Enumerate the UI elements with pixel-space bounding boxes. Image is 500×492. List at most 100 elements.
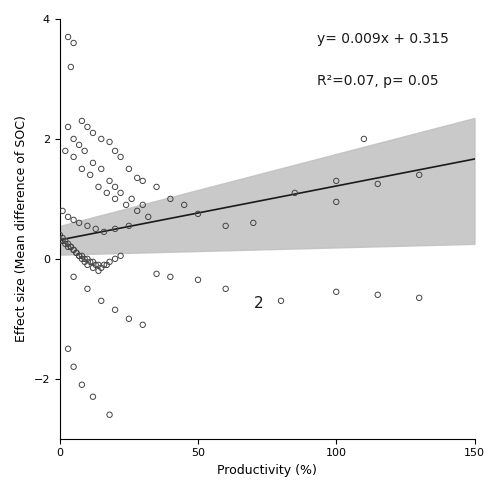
Point xyxy=(291,189,299,197)
Point xyxy=(58,237,66,245)
Point xyxy=(64,33,72,41)
Point xyxy=(89,159,97,167)
Point xyxy=(100,261,108,269)
Point xyxy=(70,135,78,143)
Point xyxy=(374,180,382,188)
Point xyxy=(78,255,86,263)
Point xyxy=(67,243,75,251)
Point xyxy=(332,177,340,185)
Point xyxy=(128,195,136,203)
Point xyxy=(78,252,86,260)
Point xyxy=(106,138,114,146)
Point xyxy=(222,222,230,230)
Point xyxy=(133,207,141,215)
Point xyxy=(62,240,70,248)
Point xyxy=(138,201,146,209)
Point xyxy=(80,255,88,263)
Point xyxy=(64,243,72,251)
X-axis label: Productivity (%): Productivity (%) xyxy=(217,464,317,477)
Point xyxy=(78,165,86,173)
Point xyxy=(64,123,72,131)
Point xyxy=(64,345,72,353)
Point xyxy=(98,297,106,305)
Point xyxy=(89,258,97,266)
Point xyxy=(75,252,83,260)
Y-axis label: Effect size (Mean difference of SOC): Effect size (Mean difference of SOC) xyxy=(15,116,28,342)
Point xyxy=(166,273,174,281)
Point xyxy=(360,135,368,143)
Point xyxy=(116,252,124,260)
Point xyxy=(125,165,133,173)
Point xyxy=(125,315,133,323)
Point xyxy=(75,219,83,227)
Point xyxy=(250,219,258,227)
Point xyxy=(56,231,64,239)
Point xyxy=(89,264,97,272)
Point xyxy=(122,201,130,209)
Point xyxy=(106,258,114,266)
Point xyxy=(133,174,141,182)
Point xyxy=(70,363,78,370)
Point xyxy=(84,255,92,263)
Point xyxy=(56,237,64,245)
Point xyxy=(94,267,102,275)
Point xyxy=(62,147,70,155)
Text: 2: 2 xyxy=(254,296,264,311)
Point xyxy=(58,207,66,215)
Point xyxy=(94,261,102,269)
Point xyxy=(116,189,124,197)
Point xyxy=(80,258,88,266)
Point xyxy=(116,153,124,161)
Point xyxy=(84,222,92,230)
Point xyxy=(94,183,102,191)
Point xyxy=(111,195,119,203)
Point xyxy=(111,255,119,263)
Point xyxy=(70,246,78,254)
Point xyxy=(374,291,382,299)
Point xyxy=(415,294,423,302)
Point xyxy=(64,213,72,221)
Point xyxy=(98,264,106,272)
Point xyxy=(111,306,119,314)
Point xyxy=(78,117,86,125)
Point xyxy=(75,252,83,260)
Point xyxy=(100,228,108,236)
Point xyxy=(98,135,106,143)
Point xyxy=(89,393,97,400)
Point xyxy=(80,147,88,155)
Point xyxy=(67,243,75,251)
Point xyxy=(415,171,423,179)
Point xyxy=(70,273,78,281)
Point xyxy=(277,297,285,305)
Point xyxy=(86,171,94,179)
Point xyxy=(194,276,202,284)
Text: R²=0.07, p= 0.05: R²=0.07, p= 0.05 xyxy=(317,74,438,88)
Point xyxy=(70,216,78,224)
Point xyxy=(106,411,114,419)
Point xyxy=(152,270,160,278)
Point xyxy=(103,189,111,197)
Point xyxy=(89,129,97,137)
Point xyxy=(180,201,188,209)
Point xyxy=(70,39,78,47)
Point xyxy=(75,141,83,149)
Point xyxy=(62,237,70,245)
Text: y= 0.009x + 0.315: y= 0.009x + 0.315 xyxy=(317,31,449,46)
Point xyxy=(72,249,80,257)
Point xyxy=(84,285,92,293)
Point xyxy=(92,225,100,233)
Point xyxy=(78,381,86,389)
Point xyxy=(138,321,146,329)
Point xyxy=(138,177,146,185)
Point xyxy=(67,63,75,71)
Point xyxy=(111,147,119,155)
Point xyxy=(86,258,94,266)
Point xyxy=(58,234,66,242)
Point xyxy=(152,183,160,191)
Point xyxy=(84,123,92,131)
Point xyxy=(92,261,100,269)
Point xyxy=(332,288,340,296)
Point xyxy=(106,177,114,185)
Point xyxy=(111,183,119,191)
Point xyxy=(70,246,78,254)
